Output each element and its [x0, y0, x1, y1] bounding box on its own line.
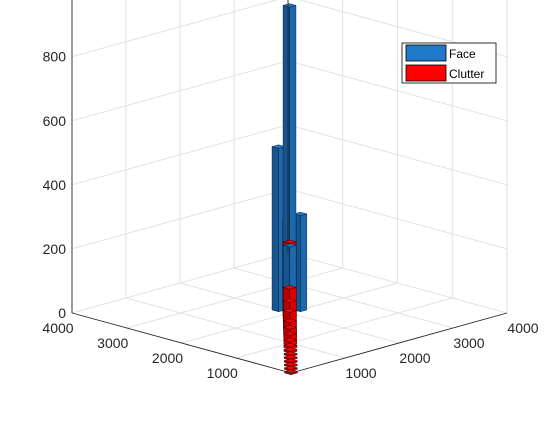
legend-label-face: Face: [449, 47, 476, 61]
legend-label-clutter: Clutter: [449, 67, 484, 81]
y-tick-label: 3000: [97, 335, 128, 351]
legend-swatch-clutter: [405, 64, 447, 82]
grid-line: [233, 267, 454, 329]
z-tick-label: 0: [58, 305, 66, 321]
z-tick-label: 400: [43, 177, 67, 193]
x-tick-label: 2000: [399, 350, 430, 366]
x-tick-label: 4000: [507, 320, 538, 336]
axis-line: [290, 312, 508, 374]
axes: [71, 0, 508, 374]
z-tick-label: 800: [43, 49, 67, 65]
legend-swatch-face: [405, 44, 447, 62]
axis-line: [71, 312, 292, 374]
x-tick-label: 1000: [345, 365, 376, 381]
x-tick-label: 3000: [453, 335, 484, 351]
y-tick-label: 4000: [42, 320, 73, 336]
y-tick-label: 1000: [207, 365, 238, 381]
grid-line: [71, 0, 508, 58]
tick-labels: 0 200 400 600 800 1000 2000 3000 4000 1000 2000 300…: [42, 49, 538, 381]
y-tick-label: 2000: [152, 350, 183, 366]
legend[interactable]: Face Clutter: [401, 42, 497, 84]
z-tick-label: 200: [43, 241, 67, 257]
bars: [271, 3, 308, 376]
z-tick-label: 600: [43, 113, 67, 129]
